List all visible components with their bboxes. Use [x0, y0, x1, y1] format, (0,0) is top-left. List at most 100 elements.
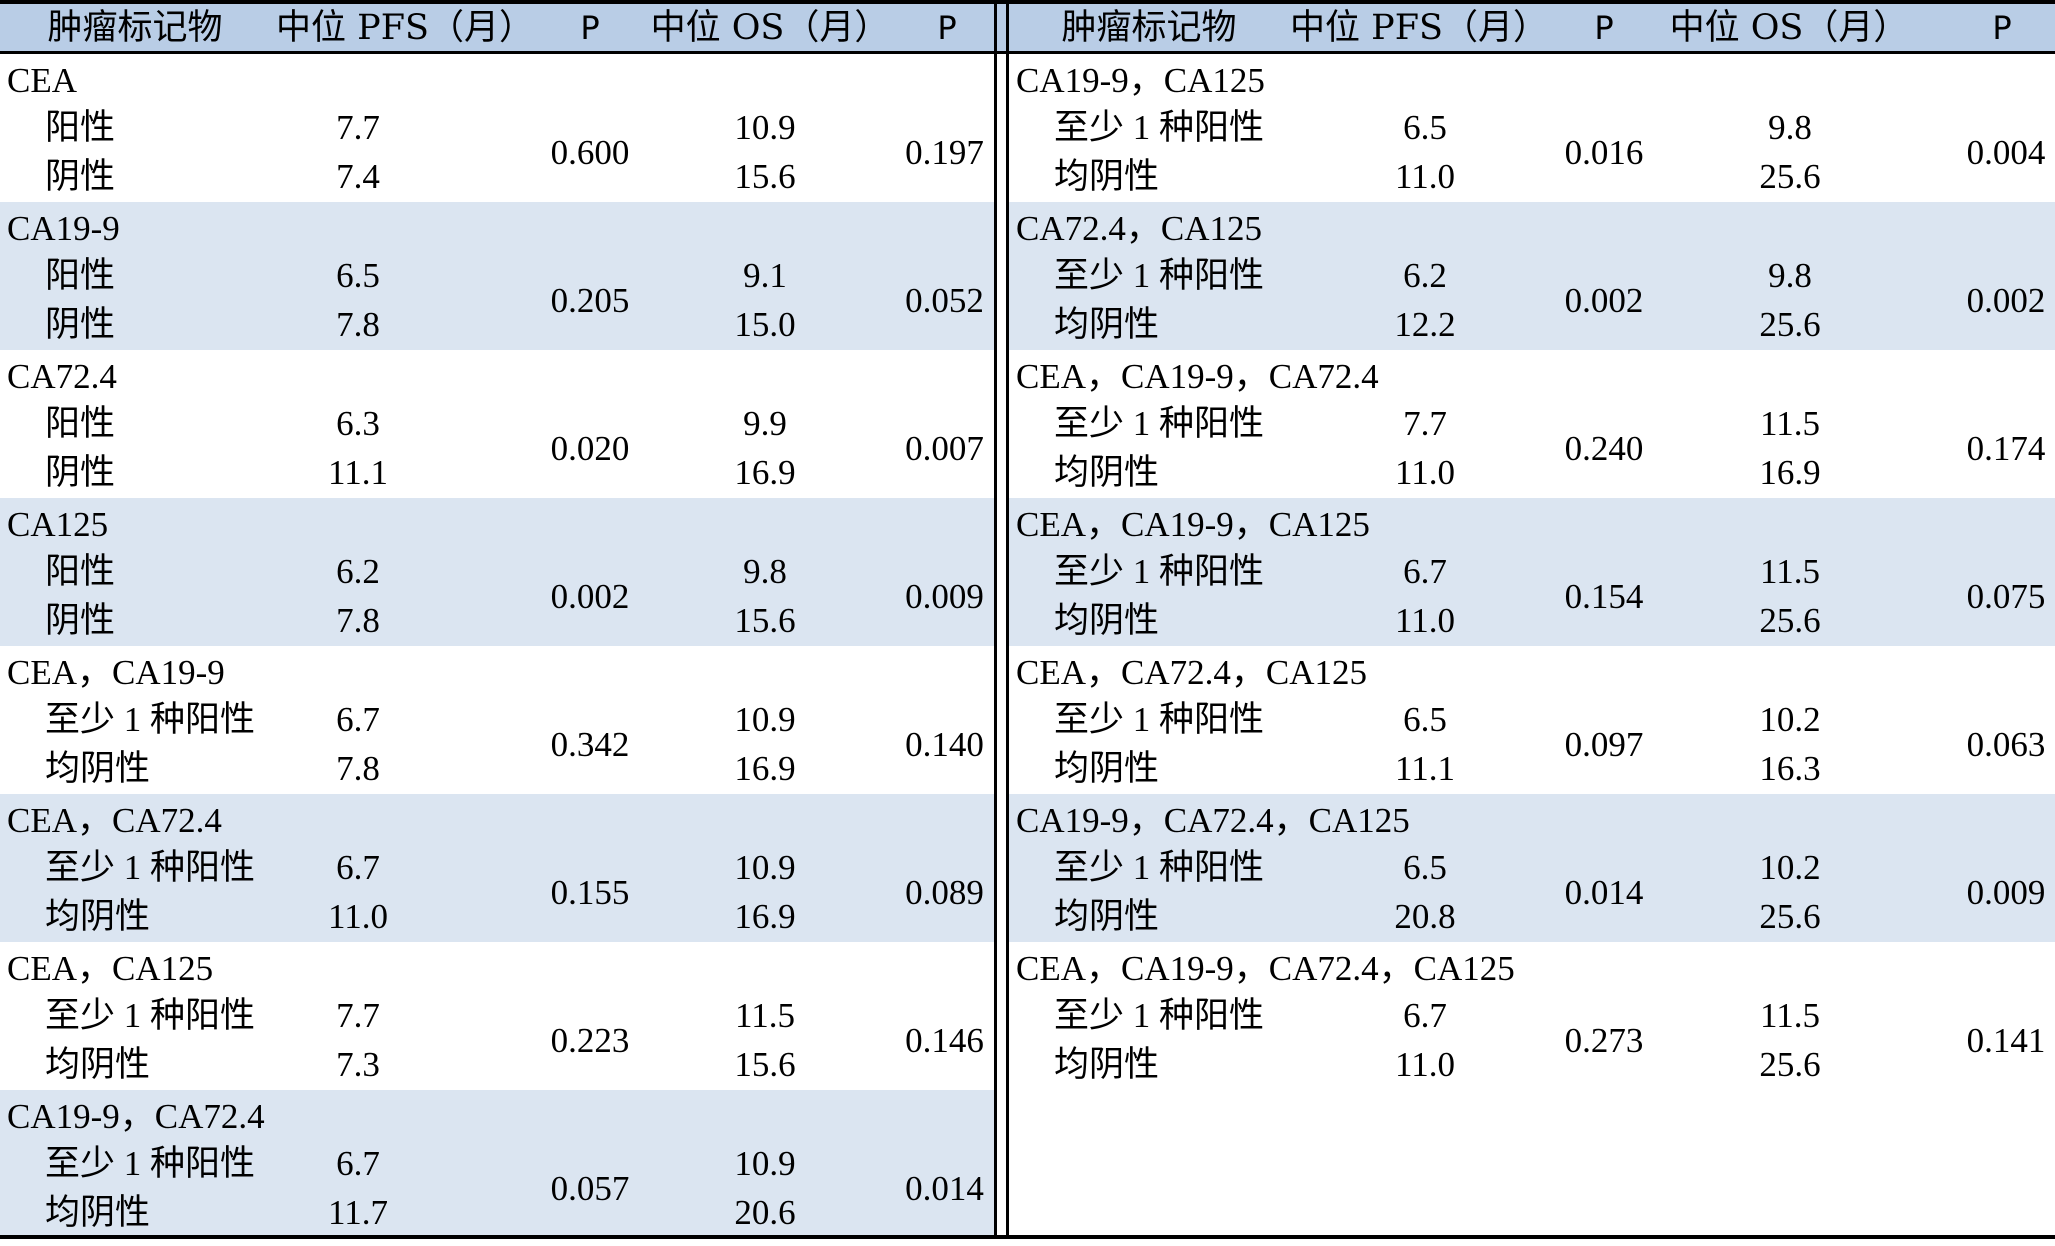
subgroup-label-positive: 至少 1 种阳性 [1054, 700, 1265, 739]
marker-group-row: CEA，CA19-9，CA125 至少 1 种阳性 均阴性 6.7 11.0 0.154 1… [1009, 498, 2055, 646]
marker-name: CEA，CA19-9，CA72.4，CA125 [1016, 949, 1515, 988]
median-pfs-value: 7.7 [336, 996, 380, 1035]
median-pfs-value: 6.7 [336, 700, 380, 739]
p-value-pfs: 0.223 [550, 1020, 630, 1060]
p-value-os: 0.052 [905, 280, 984, 320]
median-pfs-value: 6.7 [1403, 996, 1447, 1035]
median-pfs-value: 6.5 [1403, 848, 1447, 887]
median-os-value: 10.9 [734, 700, 796, 739]
p-value-os: 0.014 [905, 1168, 984, 1208]
p-value-pfs: 0.014 [1564, 872, 1644, 912]
median-os-value: 15.6 [734, 601, 796, 640]
subgroup-label-negative: 阴性 [45, 601, 116, 640]
header-median-pfs: 中位 PFS（月） [276, 8, 534, 48]
marker-name: CEA，CA19-9，CA72.4 [1016, 357, 1379, 396]
bottom-rule [0, 1235, 2055, 1239]
median-os-value: 10.9 [734, 108, 796, 147]
subgroup-label-positive: 至少 1 种阳性 [45, 848, 256, 887]
median-os-value: 11.5 [1760, 552, 1820, 591]
p-value-os: 0.141 [1966, 1020, 2046, 1060]
median-os-value: 25.6 [1759, 305, 1821, 344]
median-os-value: 15.6 [734, 157, 796, 196]
p-value-os: 0.009 [905, 576, 984, 616]
marker-name: CEA [7, 61, 77, 100]
median-pfs-value: 11.0 [1395, 1045, 1455, 1084]
median-pfs-value: 6.5 [1403, 700, 1447, 739]
median-pfs-value: 6.3 [336, 404, 380, 443]
marker-group-row: CA19-9，CA72.4，CA125 至少 1 种阳性 均阴性 6.5 20.8 0.0… [1009, 794, 2055, 942]
header-p-os: P [1992, 9, 2012, 47]
subgroup-label-positive: 至少 1 种阳性 [1054, 108, 1265, 147]
median-os-value: 25.6 [1759, 601, 1821, 640]
marker-name: CA72.4 [7, 357, 117, 396]
marker-name: CEA，CA72.4 [7, 801, 222, 840]
marker-group-row: CEA，CA19-9，CA72.4，CA125 至少 1 种阳性 均阴性 6.7 11.… [1009, 942, 2055, 1090]
subgroup-label-negative: 均阴性 [1054, 601, 1160, 640]
subgroup-label-positive: 至少 1 种阳性 [1054, 552, 1265, 591]
marker-name: CEA，CA72.4，CA125 [1016, 653, 1367, 692]
marker-group-row: CEA，CA72.4，CA125 至少 1 种阳性 均阴性 6.5 11.1 0.097 1… [1009, 646, 2055, 794]
p-value-os: 0.009 [1966, 872, 2046, 912]
marker-name: CA72.4，CA125 [1016, 209, 1262, 248]
header-rule [0, 51, 2055, 54]
p-value-pfs: 0.002 [1564, 280, 1644, 320]
subgroup-label-negative: 均阴性 [45, 897, 151, 936]
subgroup-label-positive: 至少 1 种阳性 [1054, 996, 1265, 1035]
p-value-pfs: 0.600 [550, 132, 630, 172]
median-pfs-value: 7.3 [336, 1045, 380, 1084]
median-os-value: 20.6 [734, 1193, 796, 1232]
marker-group-row: CA72.4，CA125 至少 1 种阳性 均阴性 6.2 12.2 0.002 9.8 25… [1009, 202, 2055, 350]
median-pfs-value: 11.7 [328, 1193, 388, 1232]
p-value-os: 0.004 [1966, 132, 2046, 172]
marker-group-row: CA125 阳性 阴性 6.2 7.8 0.002 9.8 15.6 0.009 [0, 498, 994, 646]
median-os-value: 11.5 [1760, 996, 1820, 1035]
median-pfs-value: 6.7 [1403, 552, 1447, 591]
subgroup-label-positive: 至少 1 种阳性 [45, 996, 256, 1035]
marker-group-row: CEA，CA72.4 至少 1 种阳性 均阴性 6.7 11.0 0.155 10.9 16.… [0, 794, 994, 942]
median-os-value: 16.3 [1759, 749, 1821, 788]
header-p-pfs: P [580, 9, 600, 47]
table-header-background [0, 0, 2055, 52]
median-pfs-value: 11.1 [1395, 749, 1455, 788]
median-os-value: 25.6 [1759, 157, 1821, 196]
median-os-value: 16.9 [734, 749, 796, 788]
subgroup-label-positive: 至少 1 种阳性 [45, 1144, 256, 1183]
marker-name: CEA，CA125 [7, 949, 214, 988]
header-median-os: 中位 OS（月） [1669, 8, 1909, 48]
subgroup-label-negative: 阴性 [45, 305, 116, 344]
median-os-value: 9.8 [743, 552, 787, 591]
median-os-value: 9.8 [1768, 108, 1812, 147]
subgroup-label-negative: 均阴性 [1054, 157, 1160, 196]
subgroup-label-negative: 均阴性 [45, 1045, 151, 1084]
subgroup-label-negative: 均阴性 [45, 749, 151, 788]
p-value-pfs: 0.057 [550, 1168, 630, 1208]
median-pfs-value: 7.7 [336, 108, 380, 147]
p-value-pfs: 0.097 [1564, 724, 1644, 764]
marker-group-row: CA19-9 阳性 阴性 6.5 7.8 0.205 9.1 15.0 0.052 [0, 202, 994, 350]
median-pfs-value: 6.7 [336, 1144, 380, 1183]
marker-name: CEA，CA19-9，CA125 [1016, 505, 1370, 544]
p-value-os: 0.089 [905, 872, 984, 912]
p-value-os: 0.140 [905, 724, 984, 764]
subgroup-label-positive: 阳性 [45, 256, 116, 295]
marker-name: CEA，CA19-9 [7, 653, 225, 692]
median-pfs-value: 6.2 [336, 552, 380, 591]
header-p-pfs: P [1594, 9, 1614, 47]
p-value-pfs: 0.240 [1564, 428, 1644, 468]
median-pfs-value: 12.2 [1394, 305, 1456, 344]
median-pfs-value: 11.0 [1395, 157, 1455, 196]
marker-group-row: CEA，CA19-9，CA72.4 至少 1 种阳性 均阴性 7.7 11.0 0.240… [1009, 350, 2055, 498]
p-value-pfs: 0.342 [550, 724, 630, 764]
median-os-value: 11.5 [735, 996, 795, 1035]
median-os-value: 11.5 [1760, 404, 1820, 443]
p-value-os: 0.075 [1966, 576, 2046, 616]
p-value-pfs: 0.273 [1564, 1020, 1644, 1060]
subgroup-label-positive: 阳性 [45, 404, 116, 443]
marker-name: CA19-9 [7, 209, 120, 248]
median-os-value: 15.6 [734, 1045, 796, 1084]
right-table-panel: 肿瘤标记物 中位 PFS（月） P 中位 OS（月） P CA19-9，CA12… [1009, 0, 2055, 1239]
median-os-value: 16.9 [1759, 453, 1821, 492]
median-os-value: 9.1 [743, 256, 787, 295]
median-pfs-value: 7.4 [336, 157, 380, 196]
